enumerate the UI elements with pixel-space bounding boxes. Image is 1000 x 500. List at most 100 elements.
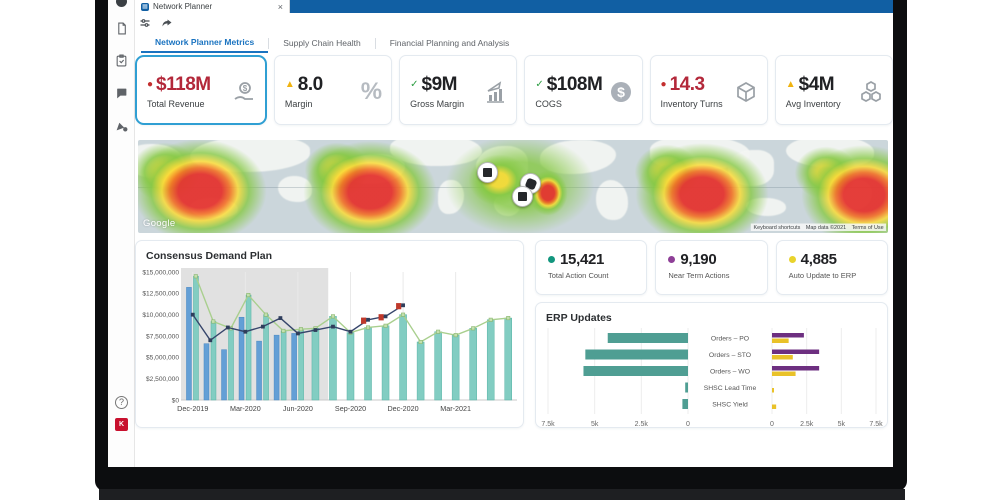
- kpi-label: Total Action Count: [548, 271, 609, 280]
- map-landmass: [190, 140, 310, 172]
- status-ok-icon: ✓: [535, 79, 544, 90]
- share-arrow-icon[interactable]: [161, 16, 173, 34]
- kpi-card-total-revenue[interactable]: ● $118M Total Revenue $: [135, 55, 267, 125]
- map-landmass: [138, 144, 184, 178]
- brand-logo-icon[interactable]: K: [115, 418, 128, 431]
- erp-updates-chart[interactable]: Orders – PO Orders – STO Orders – WO SHSC L…: [536, 326, 887, 435]
- svg-text:2.5k: 2.5k: [635, 421, 649, 428]
- kpi-value: 9,190: [680, 251, 717, 268]
- app-header-bar: [290, 0, 893, 13]
- svg-text:7.5k: 7.5k: [541, 421, 555, 428]
- google-logo[interactable]: Google: [143, 218, 176, 229]
- map-landmass: [842, 180, 872, 210]
- svg-text:Dec-2019: Dec-2019: [177, 404, 208, 413]
- kpi-card-margin[interactable]: ▲ 8.0 Margin %: [273, 55, 393, 125]
- map-landmass: [786, 140, 874, 168]
- svg-text:Orders – STO: Orders – STO: [709, 352, 751, 359]
- consensus-demand-chart[interactable]: $0 $2,500,000 $5,000,000 $7,500,000 $10,000,…: [136, 264, 523, 429]
- user-avatar-icon[interactable]: [116, 0, 127, 7]
- keyboard-shortcuts-link[interactable]: Keyboard shortcuts: [753, 224, 801, 231]
- kpi-label: Auto Update to ERP: [788, 271, 857, 280]
- map-attribution: Keyboard shortcuts Map data ©2021 Terms …: [750, 223, 886, 231]
- kpi-card-gross-margin[interactable]: ✓ $9M Gross Margin: [399, 55, 518, 125]
- svg-text:0: 0: [770, 421, 774, 428]
- tab-network-planner[interactable]: ▦ Network Planner ×: [135, 0, 290, 13]
- chart-title: Consensus Demand Plan: [146, 250, 273, 262]
- kpi-card-inventory-turns[interactable]: ● 14.3 Inventory Turns: [649, 55, 768, 125]
- workbook-icon: ▦: [141, 2, 149, 11]
- map-landmass: [746, 198, 786, 216]
- monitor-chassis: [99, 489, 905, 500]
- status-warning-icon: ▲: [284, 79, 295, 90]
- dashboard-screen: ? K ▦ Network Planner ×: [108, 0, 893, 467]
- map-marker[interactable]: [512, 186, 533, 207]
- map-gridline: [138, 187, 888, 188]
- svg-text:SHSC Lead Time: SHSC Lead Time: [704, 385, 757, 392]
- kpi-value: 8.0: [297, 74, 323, 95]
- svg-text:7.5k: 7.5k: [869, 421, 883, 428]
- tab-network-planner-metrics[interactable]: Network Planner Metrics: [141, 34, 269, 53]
- package-box-icon: [734, 80, 758, 104]
- svg-text:Orders – PO: Orders – PO: [711, 335, 749, 342]
- svg-text:SHSC Yield: SHSC Yield: [712, 401, 748, 408]
- map-landmass: [278, 176, 312, 202]
- annotate-settings-icon[interactable]: [115, 119, 128, 132]
- svg-text:2.5k: 2.5k: [800, 421, 814, 428]
- svg-text:$: $: [243, 84, 248, 93]
- svg-text:$: $: [617, 84, 625, 100]
- svg-text:5k: 5k: [591, 421, 599, 428]
- action-kpi-row: 15,421 Total Action Count 9,190 Near Ter…: [535, 240, 888, 295]
- status-down-icon: ●: [147, 79, 154, 90]
- map-data-label: Map data ©2021: [805, 224, 846, 231]
- kpi-card-cogs[interactable]: ✓ $108M COGS $: [524, 55, 643, 125]
- svg-text:$12,500,000: $12,500,000: [142, 291, 179, 298]
- map-landmass: [438, 180, 464, 214]
- clipboard-check-icon[interactable]: [115, 54, 128, 67]
- kpi-card-auto-update-erp[interactable]: 4,885 Auto Update to ERP: [775, 240, 888, 295]
- svg-text:$0: $0: [172, 397, 180, 404]
- status-down-icon: ●: [660, 79, 667, 90]
- status-warning-icon: ▲: [785, 79, 796, 90]
- svg-text:0: 0: [686, 421, 690, 428]
- tab-supply-chain-health[interactable]: Supply Chain Health: [283, 37, 361, 48]
- filter-sliders-icon[interactable]: [139, 16, 151, 34]
- toolbar: [139, 16, 173, 34]
- terms-of-use-link[interactable]: Terms of Use: [851, 224, 884, 231]
- svg-text:Jun-2020: Jun-2020: [283, 404, 313, 413]
- kpi-value: 15,421: [560, 251, 605, 268]
- map-landmass: [728, 150, 774, 186]
- close-tab-icon[interactable]: ×: [277, 1, 283, 12]
- tab-financial-planning[interactable]: Financial Planning and Analysis: [389, 37, 510, 48]
- status-dot-icon: [548, 256, 555, 263]
- kpi-row: ● $118M Total Revenue $ ▲ 8.0: [135, 55, 893, 125]
- kpi-card-avg-inventory[interactable]: ▲ $4M Avg Inventory: [774, 55, 893, 125]
- svg-text:$7,500,000: $7,500,000: [146, 333, 179, 340]
- kpi-card-near-term-actions[interactable]: 9,190 Near Term Actions: [655, 240, 768, 295]
- status-dot-icon: [788, 256, 796, 263]
- map-landmass: [343, 154, 405, 184]
- main-area: ▦ Network Planner × Network Planner Metr…: [135, 0, 893, 467]
- kpi-value: $108M: [546, 74, 603, 95]
- help-icon[interactable]: ?: [115, 396, 128, 409]
- erp-updates-card: ERP Updates Orders – PO Orders – STO Order…: [535, 302, 888, 428]
- tab-separator: [268, 37, 270, 49]
- map-marker[interactable]: [477, 162, 498, 183]
- svg-text:Mar-2020: Mar-2020: [230, 404, 261, 413]
- kpi-label: COGS: [535, 99, 562, 109]
- tab-strip: ▦ Network Planner ×: [135, 0, 893, 13]
- kpi-label: Near Term Actions: [668, 271, 730, 280]
- kpi-value: 4,885: [800, 251, 837, 268]
- status-ok-icon: ✓: [410, 79, 419, 90]
- dashboard-tabs: Network Planner Metrics Supply Chain Hea…: [141, 34, 523, 53]
- money-hand-icon: $: [232, 80, 256, 104]
- svg-text:Mar-2021: Mar-2021: [440, 404, 471, 413]
- document-icon[interactable]: [115, 22, 128, 35]
- chat-bubble-icon[interactable]: [115, 87, 128, 100]
- heatmap-world-map[interactable]: Google Keyboard shortcuts Map data ©2021…: [138, 140, 888, 233]
- chart-title: ERP Updates: [546, 312, 612, 324]
- svg-text:Dec-2020: Dec-2020: [387, 404, 418, 413]
- kpi-card-total-action-count[interactable]: 15,421 Total Action Count: [535, 240, 648, 295]
- kpi-label: Gross Margin: [410, 99, 465, 109]
- kpi-value: 14.3: [669, 74, 705, 95]
